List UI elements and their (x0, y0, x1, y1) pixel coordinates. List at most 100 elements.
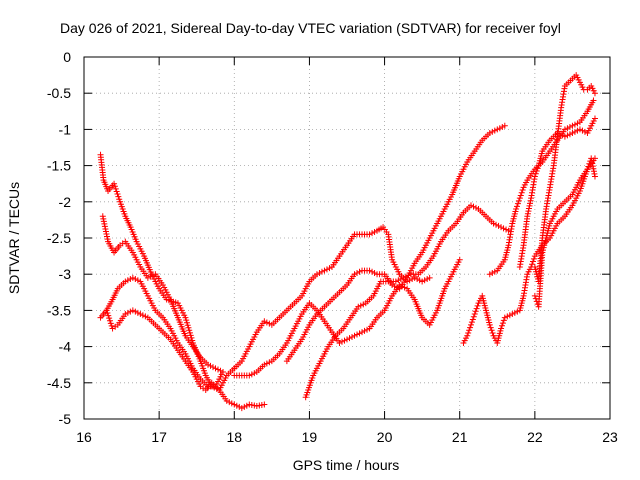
data-point (488, 327, 495, 334)
data-point (137, 311, 144, 318)
data-point (414, 276, 421, 283)
data-point (226, 399, 233, 406)
data-point (182, 314, 189, 321)
data-point (100, 215, 107, 222)
data-point (531, 173, 538, 180)
data-point (395, 277, 402, 284)
x-tick-label: 17 (151, 429, 167, 445)
data-point (139, 312, 146, 319)
data-point (103, 307, 110, 314)
data-point (369, 230, 376, 237)
data-point (571, 121, 578, 128)
data-point (114, 191, 121, 198)
data-point (209, 364, 216, 371)
series-track-g (283, 122, 508, 365)
data-point (405, 272, 412, 279)
data-point (351, 332, 358, 339)
data-point (104, 236, 111, 243)
data-point (424, 276, 431, 283)
data-point (261, 318, 268, 325)
y-tick-label: -3.5 (47, 302, 71, 318)
data-point (574, 127, 581, 134)
data-point (127, 276, 134, 283)
data-point (416, 277, 423, 284)
data-point (590, 97, 597, 104)
y-tick-label: -2 (59, 194, 72, 210)
data-point (241, 403, 248, 410)
data-point (467, 202, 474, 209)
data-point (323, 266, 330, 273)
y-tick-label: -3 (59, 266, 72, 282)
data-point (579, 127, 586, 134)
data-point (514, 200, 521, 207)
data-point (207, 362, 214, 369)
data-point (499, 123, 506, 130)
data-point (519, 187, 526, 194)
x-tick-label: 22 (527, 429, 543, 445)
data-point (489, 128, 496, 135)
data-point (107, 320, 114, 327)
data-point (220, 368, 227, 375)
data-point (494, 126, 501, 133)
data-point (236, 403, 243, 410)
data-point (341, 337, 348, 344)
data-point (124, 309, 131, 316)
data-point (526, 202, 533, 209)
data-point (501, 122, 508, 129)
data-point (498, 322, 505, 329)
data-point (470, 313, 477, 320)
x-axis-label: GPS time / hours (293, 457, 400, 473)
data-point (514, 308, 521, 315)
data-point (316, 269, 323, 276)
data-point (111, 180, 118, 187)
data-point (513, 206, 520, 213)
data-point (574, 120, 581, 127)
data-point (100, 218, 107, 225)
data-point (211, 384, 218, 391)
data-point (115, 193, 122, 200)
series-track-d (103, 307, 268, 412)
data-point (472, 204, 479, 211)
data-point (228, 400, 235, 407)
data-point (116, 196, 123, 203)
data-points (97, 72, 598, 412)
data-point (402, 273, 409, 280)
series-track-i (460, 155, 598, 346)
data-point (524, 210, 531, 217)
y-tick-label: -5 (59, 411, 72, 427)
data-point (344, 336, 350, 343)
data-point (500, 317, 507, 324)
data-point (473, 305, 480, 312)
data-point (421, 277, 428, 284)
data-point (183, 319, 190, 326)
data-point (564, 132, 571, 139)
data-point (364, 326, 371, 333)
data-point (243, 402, 250, 409)
y-tick-label: -0.5 (47, 85, 71, 101)
x-tick-label: 21 (452, 429, 468, 445)
data-point (223, 397, 230, 404)
data-point (354, 331, 361, 338)
data-point (142, 313, 149, 320)
data-point (132, 308, 139, 315)
data-point (591, 90, 598, 97)
data-point (248, 371, 255, 378)
data-point (204, 361, 211, 368)
data-point (186, 327, 193, 334)
data-point (361, 327, 368, 334)
data-point (517, 192, 524, 199)
data-point (318, 268, 325, 275)
data-point (101, 220, 108, 227)
data-point (355, 303, 362, 310)
data-point (489, 269, 496, 276)
data-point (338, 338, 345, 345)
data-point (515, 197, 522, 204)
data-point (524, 213, 531, 220)
data-point (366, 267, 373, 274)
data-point (499, 320, 506, 327)
grid-lines (84, 57, 610, 419)
y-tick-labels: 0 -0.5 -1 -1.5 -2 -2.5 -3 -3.5 -4 -4.5 -5 (47, 49, 71, 427)
data-point (261, 361, 268, 368)
